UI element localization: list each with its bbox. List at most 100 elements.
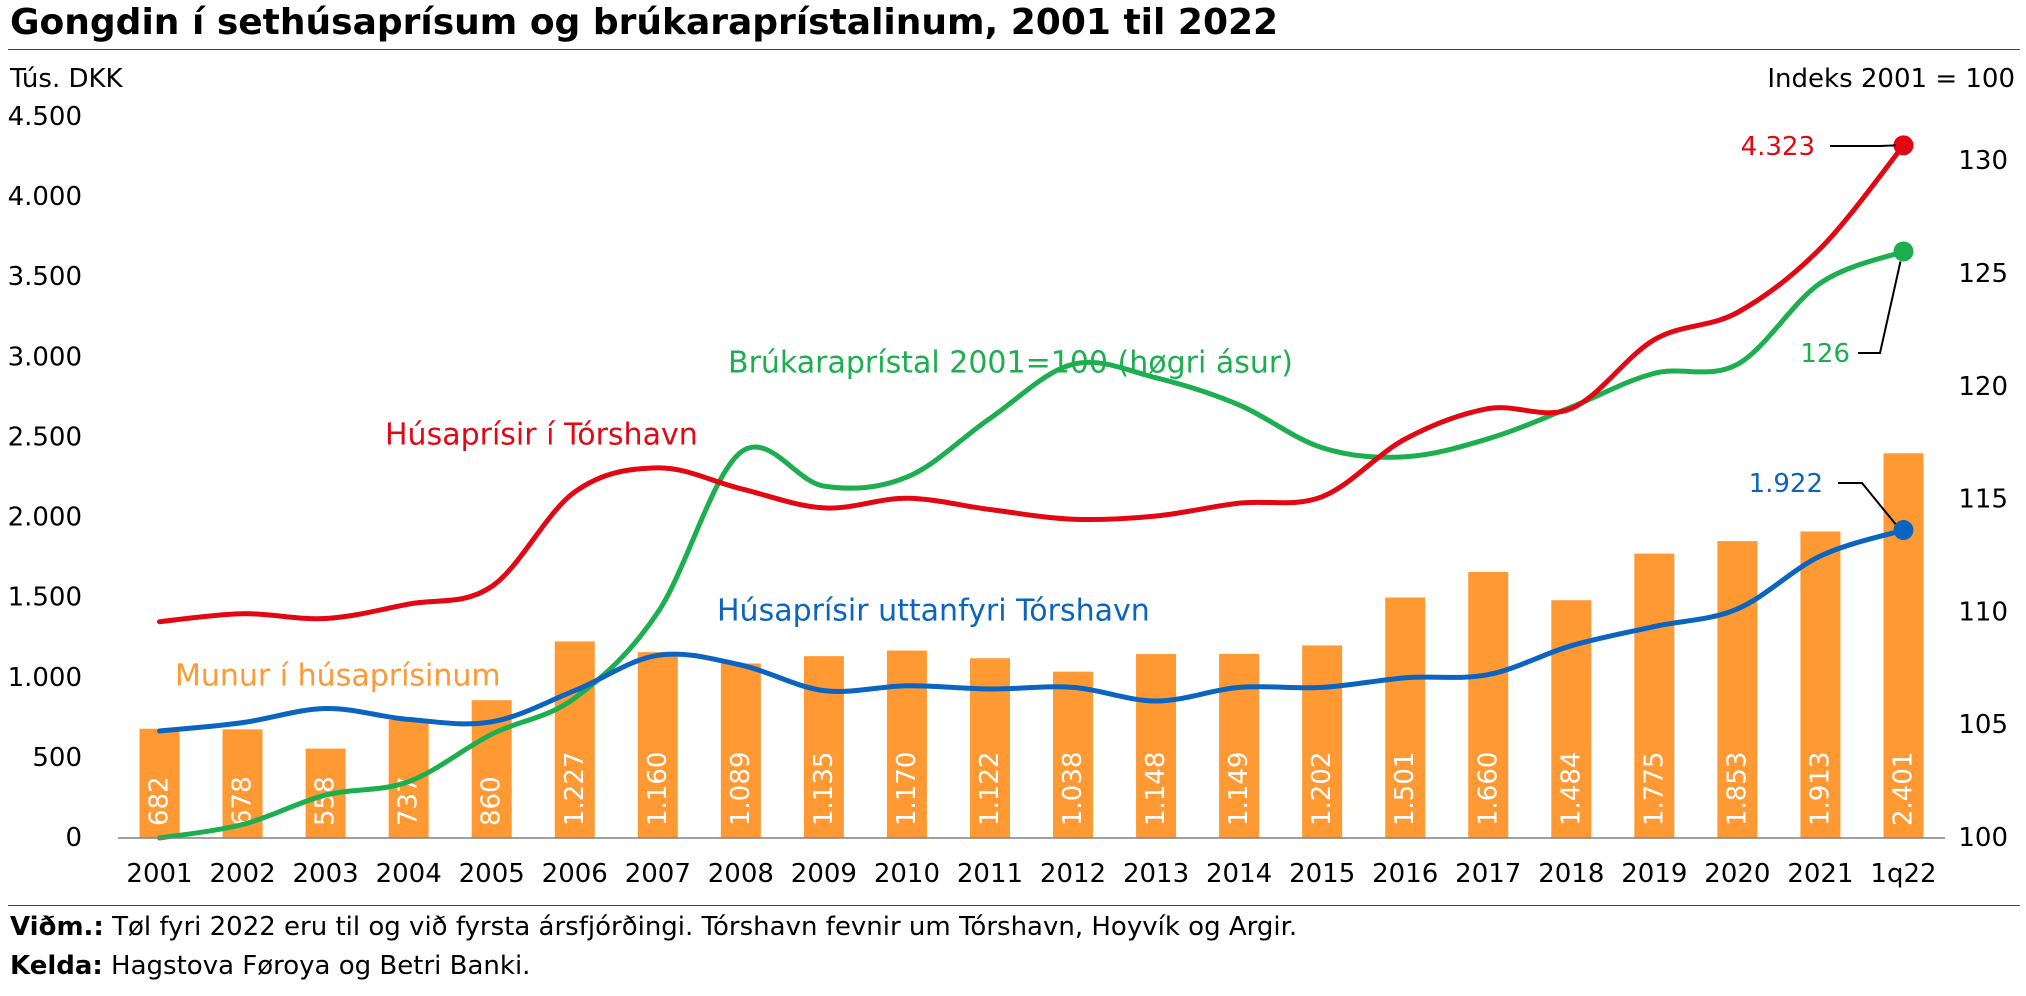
bar-data-label: 678 — [228, 776, 258, 826]
bar-data-label: 1.089 — [726, 752, 756, 826]
x-tick-label: 2010 — [874, 859, 940, 889]
x-tick-label: 2019 — [1621, 859, 1687, 889]
end-marker-torshavn — [1893, 135, 1914, 156]
y-right-tick-label: 100 — [1958, 823, 2008, 853]
source-label: Kelda: — [10, 951, 103, 981]
y-right-axis-title: Indeks 2001 = 100 — [1767, 64, 2015, 94]
y-right-tick-label: 130 — [1958, 146, 2008, 176]
y-left-tick-label: 0 — [65, 823, 82, 853]
bar — [1302, 645, 1343, 838]
callout-leader-torshavn — [1830, 144, 1896, 147]
bar-data-label: 1.149 — [1224, 752, 1254, 826]
bar — [1800, 531, 1841, 838]
y-right-tick-label: 110 — [1958, 597, 2008, 627]
x-tick-label: 2017 — [1455, 859, 1521, 889]
x-tick-label: 2009 — [791, 859, 857, 889]
y-right-tick-label: 120 — [1958, 372, 2008, 402]
x-tick-label: 2012 — [1040, 859, 1106, 889]
footer-divider — [8, 905, 2020, 906]
bar — [1468, 572, 1509, 838]
bar — [1634, 553, 1675, 838]
bar-data-label: 1.484 — [1556, 752, 1586, 826]
x-tick-label: 2013 — [1123, 859, 1189, 889]
footnote: Viðm.: Tøl fyri 2022 eru til og við fyrs… — [10, 912, 1297, 942]
series-line-torshavn — [157, 142, 1906, 625]
y-left-tick-label: 500 — [32, 743, 82, 773]
x-tick-label: 2014 — [1206, 859, 1272, 889]
x-tick-label: 1q22 — [1870, 859, 1936, 889]
bar-data-label: 1.501 — [1390, 752, 1420, 826]
bar — [139, 728, 180, 838]
end-label-cpi: 126 — [1800, 339, 1850, 369]
end-label-torshavn: 4.323 — [1741, 132, 1815, 162]
bar-data-label: 1.038 — [1058, 752, 1088, 826]
y-left-tick-label: 4.500 — [8, 102, 82, 132]
bar-data-label: 860 — [477, 776, 507, 826]
footnote-text: Tøl fyri 2022 eru til og við fyrsta ársf… — [103, 912, 1298, 942]
bar — [886, 650, 927, 838]
bar-data-label: 1.148 — [1141, 752, 1171, 826]
callout-leader-cpi — [1858, 261, 1902, 354]
series-name-cpi: Brúkaraprístal 2001=100 (høgri ásur) — [728, 346, 1293, 381]
series-name-difference: Munur í húsaprísinum — [175, 659, 501, 694]
end-marker-cpi — [1893, 241, 1914, 262]
end-marker-outside-torshavn — [1893, 520, 1914, 541]
x-tick-label: 2001 — [126, 859, 192, 889]
end-label-outside-torshavn: 1.922 — [1749, 469, 1823, 499]
bar-data-label: 1.227 — [560, 752, 590, 826]
bar-data-label: 2.401 — [1888, 752, 1918, 826]
y-left-tick-label: 4.000 — [8, 182, 82, 212]
y-left-tick-label: 3.000 — [8, 342, 82, 372]
bar-data-label: 1.775 — [1639, 752, 1669, 826]
bar-data-label: 1.135 — [809, 752, 839, 826]
bar — [1717, 541, 1758, 838]
x-tick-label: 2006 — [542, 859, 608, 889]
y-left-axis-title: Tús. DKK — [9, 64, 124, 94]
bar-data-label: 1.660 — [1473, 752, 1503, 826]
y-left-tick-label: 3.500 — [8, 262, 82, 292]
series-line-outside-torshavn — [157, 527, 1906, 734]
series-line-cpi — [157, 249, 1906, 841]
x-tick-label: 2004 — [376, 859, 442, 889]
bar-data-label: 1.202 — [1307, 752, 1337, 826]
x-tick-label: 2020 — [1704, 859, 1770, 889]
source-note: Kelda: Hagstova Føroya og Betri Banki. — [10, 951, 530, 981]
bar — [1053, 671, 1094, 838]
source-text: Hagstova Føroya og Betri Banki. — [102, 951, 531, 981]
x-tick-label: 2015 — [1289, 859, 1355, 889]
callout-leader-outside-torshavn — [1838, 482, 1897, 525]
y-right-tick-label: 115 — [1958, 485, 2008, 515]
bar-data-label: 1.853 — [1722, 752, 1752, 826]
y-left-tick-label: 1.000 — [8, 663, 82, 693]
x-tick-label: 2005 — [459, 859, 525, 889]
bar — [1136, 654, 1177, 838]
x-tick-label: 2002 — [209, 859, 275, 889]
y-left-tick-label: 1.500 — [8, 583, 82, 613]
x-tick-label: 2018 — [1538, 859, 1604, 889]
x-tick-label: 2008 — [708, 859, 774, 889]
bar — [1385, 597, 1426, 838]
series-name-torshavn: Húsaprísir í Tórshavn — [385, 418, 698, 453]
bar — [554, 641, 595, 838]
bar-data-label: 1.160 — [643, 752, 673, 826]
x-tick-label: 2016 — [1372, 859, 1438, 889]
x-tick-label: 2021 — [1787, 859, 1853, 889]
y-left-tick-label: 2.000 — [8, 503, 82, 533]
title-divider — [8, 49, 2020, 50]
y-right-tick-label: 125 — [1958, 259, 2008, 289]
bar — [637, 652, 678, 838]
bar-data-label: 1.913 — [1805, 752, 1835, 826]
footnote-label: Viðm.: — [10, 912, 104, 942]
x-tick-label: 2003 — [293, 859, 359, 889]
bar-data-label: 682 — [145, 776, 175, 826]
x-tick-label: 2011 — [957, 859, 1023, 889]
bar-data-label: 1.122 — [975, 752, 1005, 826]
series-name-outside-torshavn: Húsaprísir uttanfyri Tórshavn — [717, 594, 1150, 629]
bar — [720, 663, 761, 838]
bar-data-label: 1.170 — [892, 752, 922, 826]
y-left-tick-label: 2.500 — [8, 422, 82, 452]
chart-title: Gongdin í sethúsaprísum og brúkaraprísta… — [10, 2, 1279, 43]
y-right-tick-label: 105 — [1958, 710, 2008, 740]
x-tick-label: 2007 — [625, 859, 691, 889]
bar-data-label: 558 — [311, 776, 341, 826]
